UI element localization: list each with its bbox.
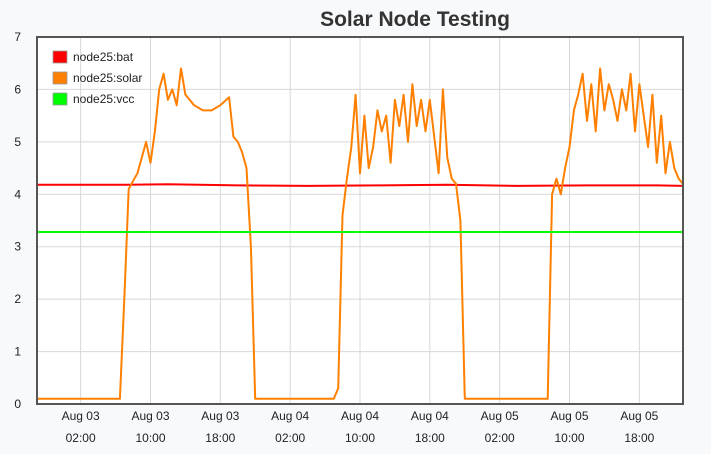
grid-lines: [37, 37, 683, 404]
y-tick-label-4: 4: [14, 187, 21, 201]
legend-label-1: node25:solar: [73, 71, 142, 85]
y-tick-label-5: 5: [14, 135, 21, 149]
y-tick-label-2: 2: [14, 292, 21, 306]
series-layer: [37, 67, 684, 400]
y-tick-label-6: 6: [14, 82, 21, 96]
y-axis: 0 1 2 3 4 5 6 7: [14, 30, 21, 411]
x-tick-date-0: Aug 03: [62, 409, 100, 423]
x-tick-date-6: Aug 05: [481, 409, 519, 423]
x-tick-date-7: Aug 05: [550, 409, 588, 423]
x-tick-time-5: 18:00: [415, 431, 445, 445]
x-tick-time-6: 02:00: [485, 431, 515, 445]
x-tick-date-8: Aug 05: [620, 409, 658, 423]
y-tick-label-3: 3: [14, 240, 21, 254]
x-tick-time-2: 18:00: [205, 431, 235, 445]
legend: node25:bat node25:solar node25:vcc: [52, 50, 142, 106]
x-tick-date-2: Aug 03: [201, 409, 239, 423]
legend-label-0: node25:bat: [73, 50, 134, 64]
legend-swatch-2: [52, 92, 68, 106]
plot-border: [36, 36, 684, 405]
x-tick-date-3: Aug 04: [271, 409, 309, 423]
chart-title: Solar Node Testing: [320, 8, 510, 31]
legend-swatch-1: [52, 71, 68, 85]
x-tick-time-3: 02:00: [275, 431, 305, 445]
series-line-node25-bat: [37, 183, 684, 187]
x-tick-time-0: 02:00: [66, 431, 96, 445]
legend-label-2: node25:vcc: [73, 92, 134, 106]
y-tick-label-1: 1: [14, 345, 21, 359]
y-tick-label-0: 0: [14, 397, 21, 411]
x-tick-time-7: 10:00: [554, 431, 584, 445]
series-line-node25-solar: [37, 67, 684, 400]
x-axis: Aug 03 02:00 Aug 03 10:00 Aug 03 18:00 Aug 04 0…: [62, 409, 659, 445]
legend-swatch-0: [52, 50, 68, 64]
x-tick-date-4: Aug 04: [341, 409, 379, 423]
x-tick-date-5: Aug 04: [411, 409, 449, 423]
x-tick-time-4: 10:00: [345, 431, 375, 445]
x-tick-time-1: 10:00: [135, 431, 165, 445]
y-tick-label-7: 7: [14, 30, 21, 44]
x-tick-date-1: Aug 03: [131, 409, 169, 423]
x-tick-time-8: 18:00: [624, 431, 654, 445]
